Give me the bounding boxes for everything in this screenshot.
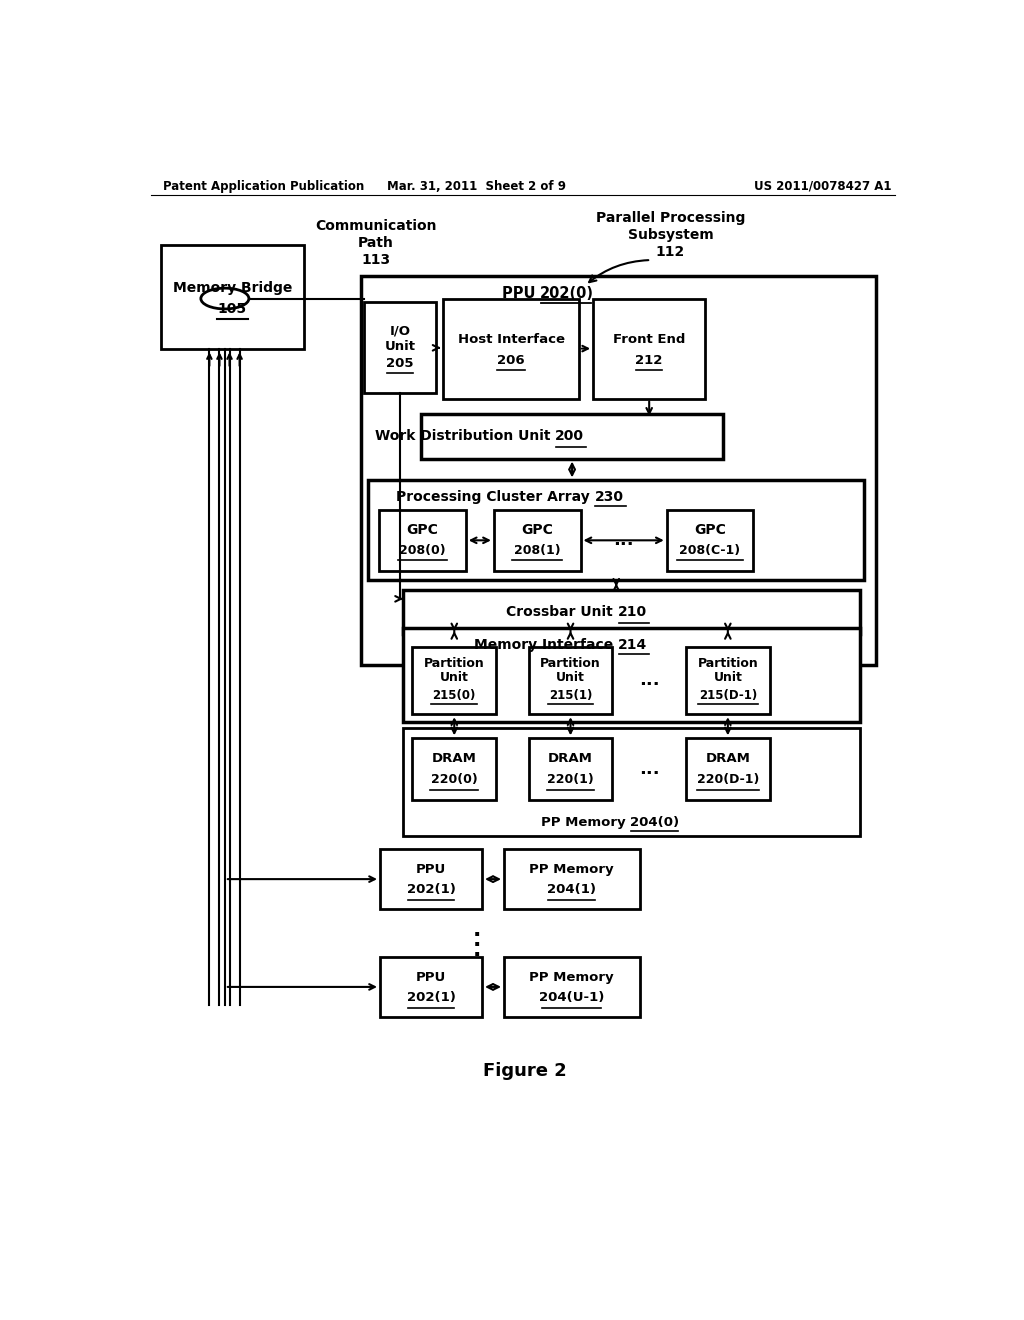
- Text: 204(U-1): 204(U-1): [539, 991, 604, 1005]
- FancyBboxPatch shape: [413, 738, 496, 800]
- FancyBboxPatch shape: [161, 246, 304, 350]
- Text: Partition: Partition: [540, 657, 601, 671]
- FancyBboxPatch shape: [528, 647, 612, 714]
- FancyBboxPatch shape: [443, 298, 579, 399]
- Text: GPC: GPC: [521, 523, 553, 536]
- Text: 112: 112: [656, 246, 685, 259]
- FancyBboxPatch shape: [403, 590, 860, 635]
- Text: .: .: [472, 931, 481, 950]
- FancyBboxPatch shape: [593, 298, 706, 399]
- Text: DRAM: DRAM: [432, 752, 477, 766]
- Text: US 2011/0078427 A1: US 2011/0078427 A1: [754, 180, 891, 193]
- Text: .: .: [472, 940, 481, 960]
- Text: PP Memory: PP Memory: [541, 816, 630, 829]
- FancyBboxPatch shape: [421, 414, 723, 459]
- Text: Memory Interface: Memory Interface: [474, 638, 617, 652]
- Text: Parallel Processing: Parallel Processing: [596, 211, 745, 226]
- Text: PPU: PPU: [416, 972, 446, 985]
- Text: 202(0): 202(0): [541, 285, 594, 301]
- Text: PP Memory: PP Memory: [529, 972, 614, 985]
- Text: Crossbar Unit: Crossbar Unit: [506, 605, 617, 619]
- FancyBboxPatch shape: [686, 647, 770, 714]
- Text: ...: ...: [639, 672, 659, 689]
- Text: Work Distribution Unit: Work Distribution Unit: [375, 429, 555, 444]
- FancyBboxPatch shape: [494, 510, 581, 572]
- Text: Memory Bridge: Memory Bridge: [173, 281, 292, 296]
- Text: Front End: Front End: [613, 333, 685, 346]
- Text: 214: 214: [617, 638, 647, 652]
- Text: PPU: PPU: [502, 285, 541, 301]
- FancyBboxPatch shape: [504, 849, 640, 909]
- Text: I/O: I/O: [389, 325, 411, 338]
- FancyBboxPatch shape: [360, 276, 876, 665]
- Text: Communication: Communication: [315, 219, 437, 234]
- Text: Unit: Unit: [556, 671, 585, 684]
- Text: 220(D-1): 220(D-1): [696, 774, 759, 787]
- Text: Figure 2: Figure 2: [483, 1061, 566, 1080]
- Text: 212: 212: [636, 354, 663, 367]
- Text: 230: 230: [595, 490, 624, 504]
- FancyBboxPatch shape: [379, 510, 466, 572]
- Text: 210: 210: [617, 605, 647, 619]
- Text: Mar. 31, 2011  Sheet 2 of 9: Mar. 31, 2011 Sheet 2 of 9: [387, 180, 566, 193]
- Text: .: .: [472, 920, 481, 940]
- Text: 202(1): 202(1): [407, 883, 456, 896]
- FancyBboxPatch shape: [528, 738, 612, 800]
- Text: 215(D-1): 215(D-1): [698, 689, 757, 702]
- Text: DRAM: DRAM: [706, 752, 751, 766]
- Text: Partition: Partition: [697, 657, 758, 671]
- Text: PPU: PPU: [416, 863, 446, 876]
- Text: Partition: Partition: [424, 657, 484, 671]
- Text: 220(1): 220(1): [547, 774, 594, 787]
- Text: 220(0): 220(0): [431, 774, 477, 787]
- FancyBboxPatch shape: [365, 302, 435, 393]
- FancyBboxPatch shape: [403, 729, 860, 836]
- FancyBboxPatch shape: [380, 849, 482, 909]
- Text: ...: ...: [639, 760, 659, 777]
- Text: GPC: GPC: [694, 523, 726, 536]
- Text: 215(0): 215(0): [432, 689, 476, 702]
- Text: 208(1): 208(1): [514, 544, 560, 557]
- FancyBboxPatch shape: [413, 647, 496, 714]
- Text: 105: 105: [218, 302, 247, 315]
- Text: GPC: GPC: [407, 523, 438, 536]
- FancyBboxPatch shape: [380, 957, 482, 1016]
- Text: 208(0): 208(0): [399, 544, 445, 557]
- Text: Patent Application Publication: Patent Application Publication: [163, 180, 365, 193]
- Text: 205: 205: [386, 356, 414, 370]
- FancyBboxPatch shape: [403, 628, 860, 722]
- Text: 206: 206: [498, 354, 525, 367]
- Text: Path: Path: [358, 236, 394, 249]
- Text: Unit: Unit: [385, 339, 416, 352]
- Text: 113: 113: [361, 253, 390, 267]
- FancyBboxPatch shape: [686, 738, 770, 800]
- Text: ...: ...: [613, 532, 634, 549]
- FancyBboxPatch shape: [504, 957, 640, 1016]
- Text: 208(C-1): 208(C-1): [680, 544, 740, 557]
- Text: 204(1): 204(1): [547, 883, 596, 896]
- Text: Subsystem: Subsystem: [628, 228, 714, 243]
- Text: Processing Cluster Array: Processing Cluster Array: [396, 490, 595, 504]
- Text: DRAM: DRAM: [548, 752, 593, 766]
- Text: Unit: Unit: [714, 671, 742, 684]
- Text: Host Interface: Host Interface: [458, 333, 565, 346]
- FancyBboxPatch shape: [667, 510, 754, 572]
- Text: 202(1): 202(1): [407, 991, 456, 1005]
- Text: PP Memory: PP Memory: [529, 863, 614, 876]
- FancyBboxPatch shape: [369, 480, 864, 581]
- Text: 215(1): 215(1): [549, 689, 592, 702]
- Text: 200: 200: [555, 429, 584, 444]
- Text: 204(0): 204(0): [630, 816, 679, 829]
- Text: Unit: Unit: [440, 671, 469, 684]
